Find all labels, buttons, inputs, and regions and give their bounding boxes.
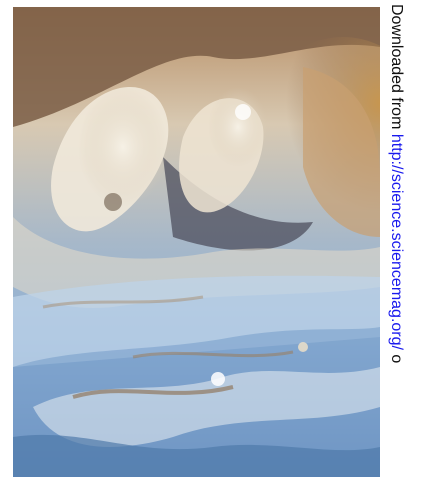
jupiter-clouds-photo [13, 7, 380, 477]
jupiter-clouds-image [13, 7, 380, 477]
source-link[interactable]: http://science.sciencemag.org/ [388, 133, 405, 350]
download-suffix: o [388, 349, 405, 364]
download-source-text: Downloaded from http://science.sciencema… [385, 4, 407, 363]
download-source-note: Downloaded from http://science.sciencema… [383, 0, 407, 483]
download-prefix: Downloaded from [388, 4, 405, 134]
